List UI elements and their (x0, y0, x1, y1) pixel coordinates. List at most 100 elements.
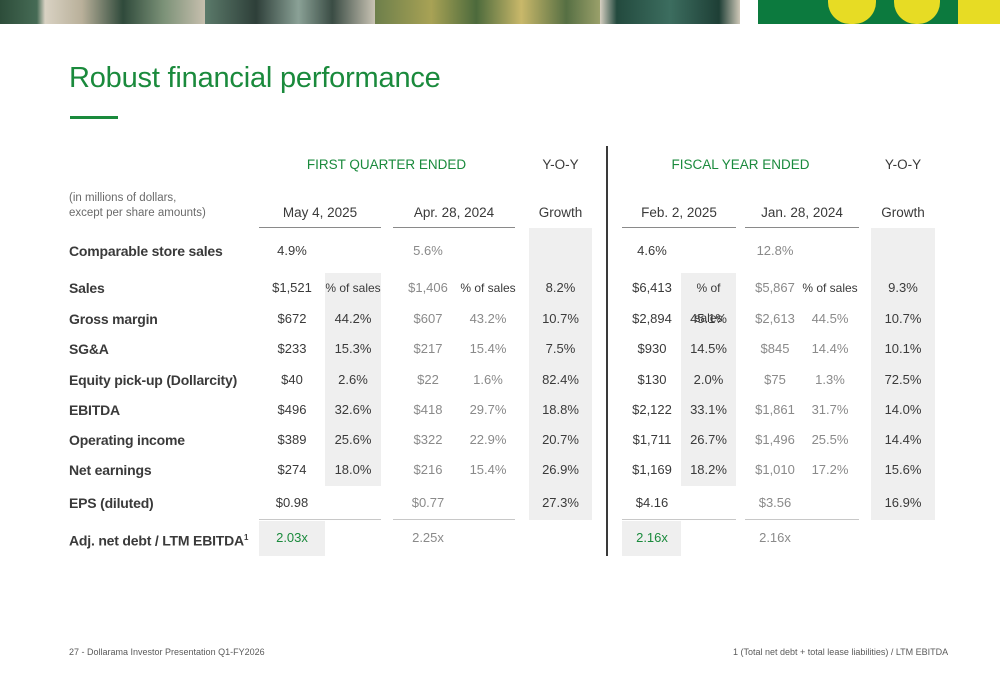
store-photo-3 (375, 0, 600, 24)
cell: 5.6% (413, 243, 443, 258)
cell: 14.4% (811, 341, 849, 356)
row-separator (259, 519, 381, 520)
row-label: Adj. net debt / LTM EBITDA1 (69, 523, 248, 556)
q-growth-header: Growth (538, 205, 583, 220)
footer-page-info: 27 - Dollarama Investor Presentation Q1-… (69, 647, 265, 657)
logo-glyph (828, 0, 876, 24)
units-note-line: (in millions of dollars, (69, 192, 177, 204)
cell: 2.25x (412, 530, 444, 545)
cell: 27.3% (542, 495, 579, 510)
cell: % of sales (694, 281, 723, 325)
logo-glyph (894, 0, 940, 24)
cell: $1,010 (755, 462, 795, 477)
cell: % of sales (325, 281, 381, 295)
cell: 10.7% (884, 311, 922, 326)
cell: $1,496 (755, 432, 795, 447)
cell: $233 (277, 341, 307, 356)
cell: $496 (277, 402, 307, 417)
footer-footnote: 1 (Total net debt + total lease liabilit… (733, 647, 949, 657)
cell: 25.5% (811, 432, 849, 447)
cell: 31.7% (811, 402, 849, 417)
cell: 33.1% (690, 402, 727, 417)
cell: 72.5% (884, 372, 922, 387)
header-rule (745, 227, 859, 228)
fy-growth-header: Growth (881, 205, 925, 220)
cell: 10.1% (884, 341, 922, 356)
cell: $22 (417, 372, 439, 387)
cell: $1,711 (632, 432, 672, 447)
row-label: Net earnings (69, 462, 152, 478)
cell: 29.7% (469, 402, 507, 417)
cell: 12.8% (756, 243, 794, 258)
fy-current-date: Feb. 2, 2025 (641, 205, 717, 220)
cell: $130 (637, 372, 667, 387)
cell: $322 (413, 432, 443, 447)
fiscal-year-header: FISCAL YEAR ENDED (671, 157, 810, 172)
cell: 10.7% (542, 311, 579, 326)
store-photo-1 (0, 0, 205, 24)
table-row: Adj. net debt / LTM EBITDA1 2.03x 2.25x … (0, 523, 1000, 553)
q-prior-date: Apr. 28, 2024 (413, 205, 495, 220)
cell: $2,894 (632, 311, 672, 326)
title-underline (70, 116, 118, 119)
row-label: Gross margin (69, 311, 158, 327)
header-rule (259, 227, 381, 228)
store-photo-2 (205, 0, 375, 24)
header-rule (622, 227, 736, 228)
shade-fy-pct-col (681, 273, 736, 486)
cell: $5,867 (755, 280, 795, 295)
cell: % of sales (460, 281, 516, 295)
cell: $845 (760, 341, 790, 356)
page-title: Robust financial performance (69, 62, 441, 94)
cell: 14.0% (884, 402, 922, 417)
table-row: EBITDA $496 32.6% $418 29.7% 18.8% $2,12… (0, 395, 1000, 425)
shade-q-ratio (259, 521, 325, 556)
cell: 16.9% (884, 495, 922, 510)
table-row: Sales $1,521 % of sales $1,406 % of sale… (0, 273, 1000, 325)
cell: 22.9% (469, 432, 507, 447)
cell: 14.4% (884, 432, 922, 447)
cell: 2.03x (276, 530, 308, 545)
row-label-text: Adj. net debt / LTM EBITDA (69, 532, 244, 549)
cell: 7.5% (545, 341, 576, 356)
cell: 15.3% (334, 341, 372, 356)
cell: 8.2% (545, 280, 576, 295)
cell: 1.3% (815, 372, 845, 387)
cell: 4.9% (277, 243, 307, 258)
store-photo-4 (600, 0, 740, 24)
row-label: Equity pick-up (Dollarcity) (69, 372, 238, 388)
cell: 9.3% (888, 280, 918, 295)
cell: $607 (413, 311, 443, 326)
row-separator (622, 519, 736, 520)
cell: 25.6% (334, 432, 372, 447)
cell: % of sales (802, 281, 858, 295)
cell: $1,169 (632, 462, 672, 477)
shade-fy-yoy-col (871, 228, 935, 520)
cell: $274 (277, 462, 307, 477)
cell: $0.77 (411, 495, 445, 510)
row-label: Sales (69, 280, 105, 296)
cell: $418 (413, 402, 443, 417)
row-separator (745, 519, 859, 520)
cell: 26.9% (542, 462, 579, 477)
cell: $3.56 (758, 495, 792, 510)
shade-fy-ratio (622, 521, 681, 556)
cell: 26.7% (690, 432, 727, 447)
q-current-date: May 4, 2025 (282, 205, 358, 220)
cell: $672 (277, 311, 307, 326)
cell: 4.6% (637, 243, 667, 258)
row-label: EBITDA (69, 402, 120, 418)
cell: $2,122 (632, 402, 672, 417)
cell: 82.4% (542, 372, 579, 387)
cell: $0.98 (275, 495, 309, 510)
units-note-line: except per share amounts) (69, 207, 206, 219)
cell: $2,613 (755, 311, 795, 326)
brand-logo-banner (758, 0, 1000, 24)
cell: 14.5% (690, 341, 727, 356)
cell: $6,413 (632, 280, 672, 295)
table-row: Comparable store sales 4.9% 5.6% 4.6% 12… (0, 236, 1000, 266)
cell: 2.6% (338, 372, 368, 387)
table-row: EPS (diluted) $0.98 $0.77 27.3% $4.16 $3… (0, 488, 1000, 518)
row-label: Comparable store sales (69, 243, 223, 259)
cell: $217 (413, 341, 443, 356)
